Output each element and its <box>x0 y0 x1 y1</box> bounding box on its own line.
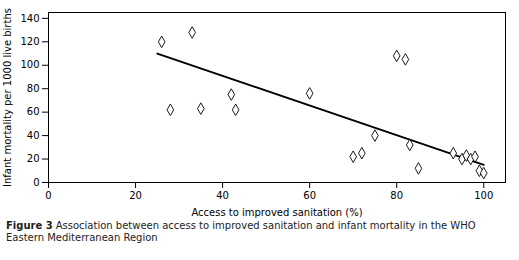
svg-text:80: 80 <box>27 83 40 94</box>
svg-text:60: 60 <box>303 190 316 201</box>
svg-text:60: 60 <box>27 106 40 117</box>
svg-text:Access to improved sanitation: Access to improved sanitation (%) <box>191 207 362 218</box>
svg-text:100: 100 <box>474 190 493 201</box>
svg-text:120: 120 <box>20 36 39 47</box>
svg-text:140: 140 <box>20 13 39 24</box>
svg-text:Infant mortality per 1000 live: Infant mortality per 1000 live births <box>2 8 13 187</box>
svg-text:0: 0 <box>33 177 39 188</box>
svg-text:0: 0 <box>45 190 51 201</box>
svg-text:40: 40 <box>27 130 40 141</box>
svg-text:100: 100 <box>20 59 39 70</box>
svg-text:40: 40 <box>216 190 229 201</box>
svg-text:80: 80 <box>390 190 403 201</box>
svg-text:20: 20 <box>27 153 40 164</box>
html-text:Figure 3 Association between a: Figure 3 Association between access to i… <box>6 220 476 243</box>
svg-text:20: 20 <box>129 190 142 201</box>
